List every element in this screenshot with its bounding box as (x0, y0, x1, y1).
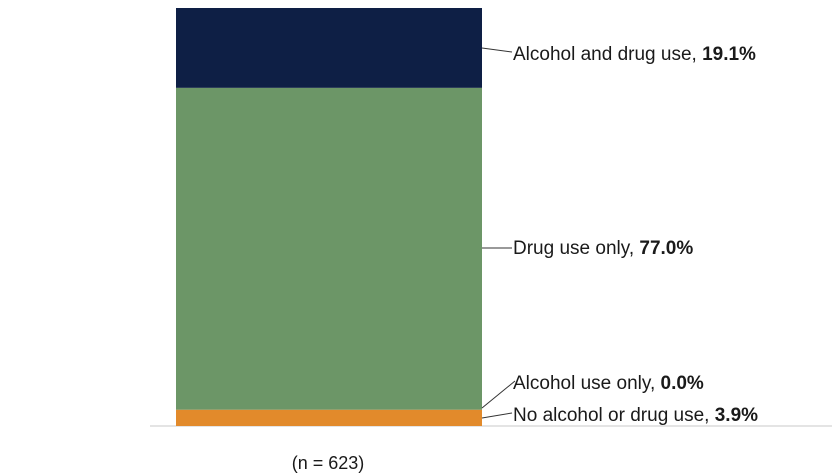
segment-labels: No alcohol or drug use, 3.9% Alcohol use … (513, 44, 758, 426)
leader-line-no-alcohol-or-drug-use (481, 412, 513, 419)
segment-label-alcohol-and-drug-use: Alcohol and drug use, 19.1% (513, 44, 756, 65)
sample-size-label: (n = 623) (292, 453, 365, 473)
leader-line-alcohol-and-drug-use (481, 47, 513, 53)
segment-value: 0.0% (661, 373, 704, 394)
bar-segment-drug-use-only (176, 87, 482, 410)
leader-line-alcohol-use-only (481, 380, 516, 409)
segment-value: 77.0% (639, 238, 693, 259)
segment-name: Alcohol use only, (513, 373, 661, 394)
segment-name: Drug use only, (513, 238, 639, 259)
segment-label-alcohol-use-only: Alcohol use only, 0.0% (513, 373, 704, 394)
segment-label-no-alcohol-or-drug-use: No alcohol or drug use, 3.9% (513, 405, 758, 426)
bar-segment-alcohol-and-drug-use (176, 8, 482, 88)
segment-value: 3.9% (715, 405, 758, 426)
leader-lines (481, 47, 516, 419)
segment-name: Alcohol and drug use, (513, 44, 702, 65)
segment-label-drug-use-only: Drug use only, 77.0% (513, 238, 693, 259)
segment-name: No alcohol or drug use, (513, 405, 715, 426)
bar-segment-no-alcohol-or-drug-use (176, 409, 482, 426)
bar-segments (176, 8, 482, 426)
segment-value: 19.1% (702, 44, 756, 65)
